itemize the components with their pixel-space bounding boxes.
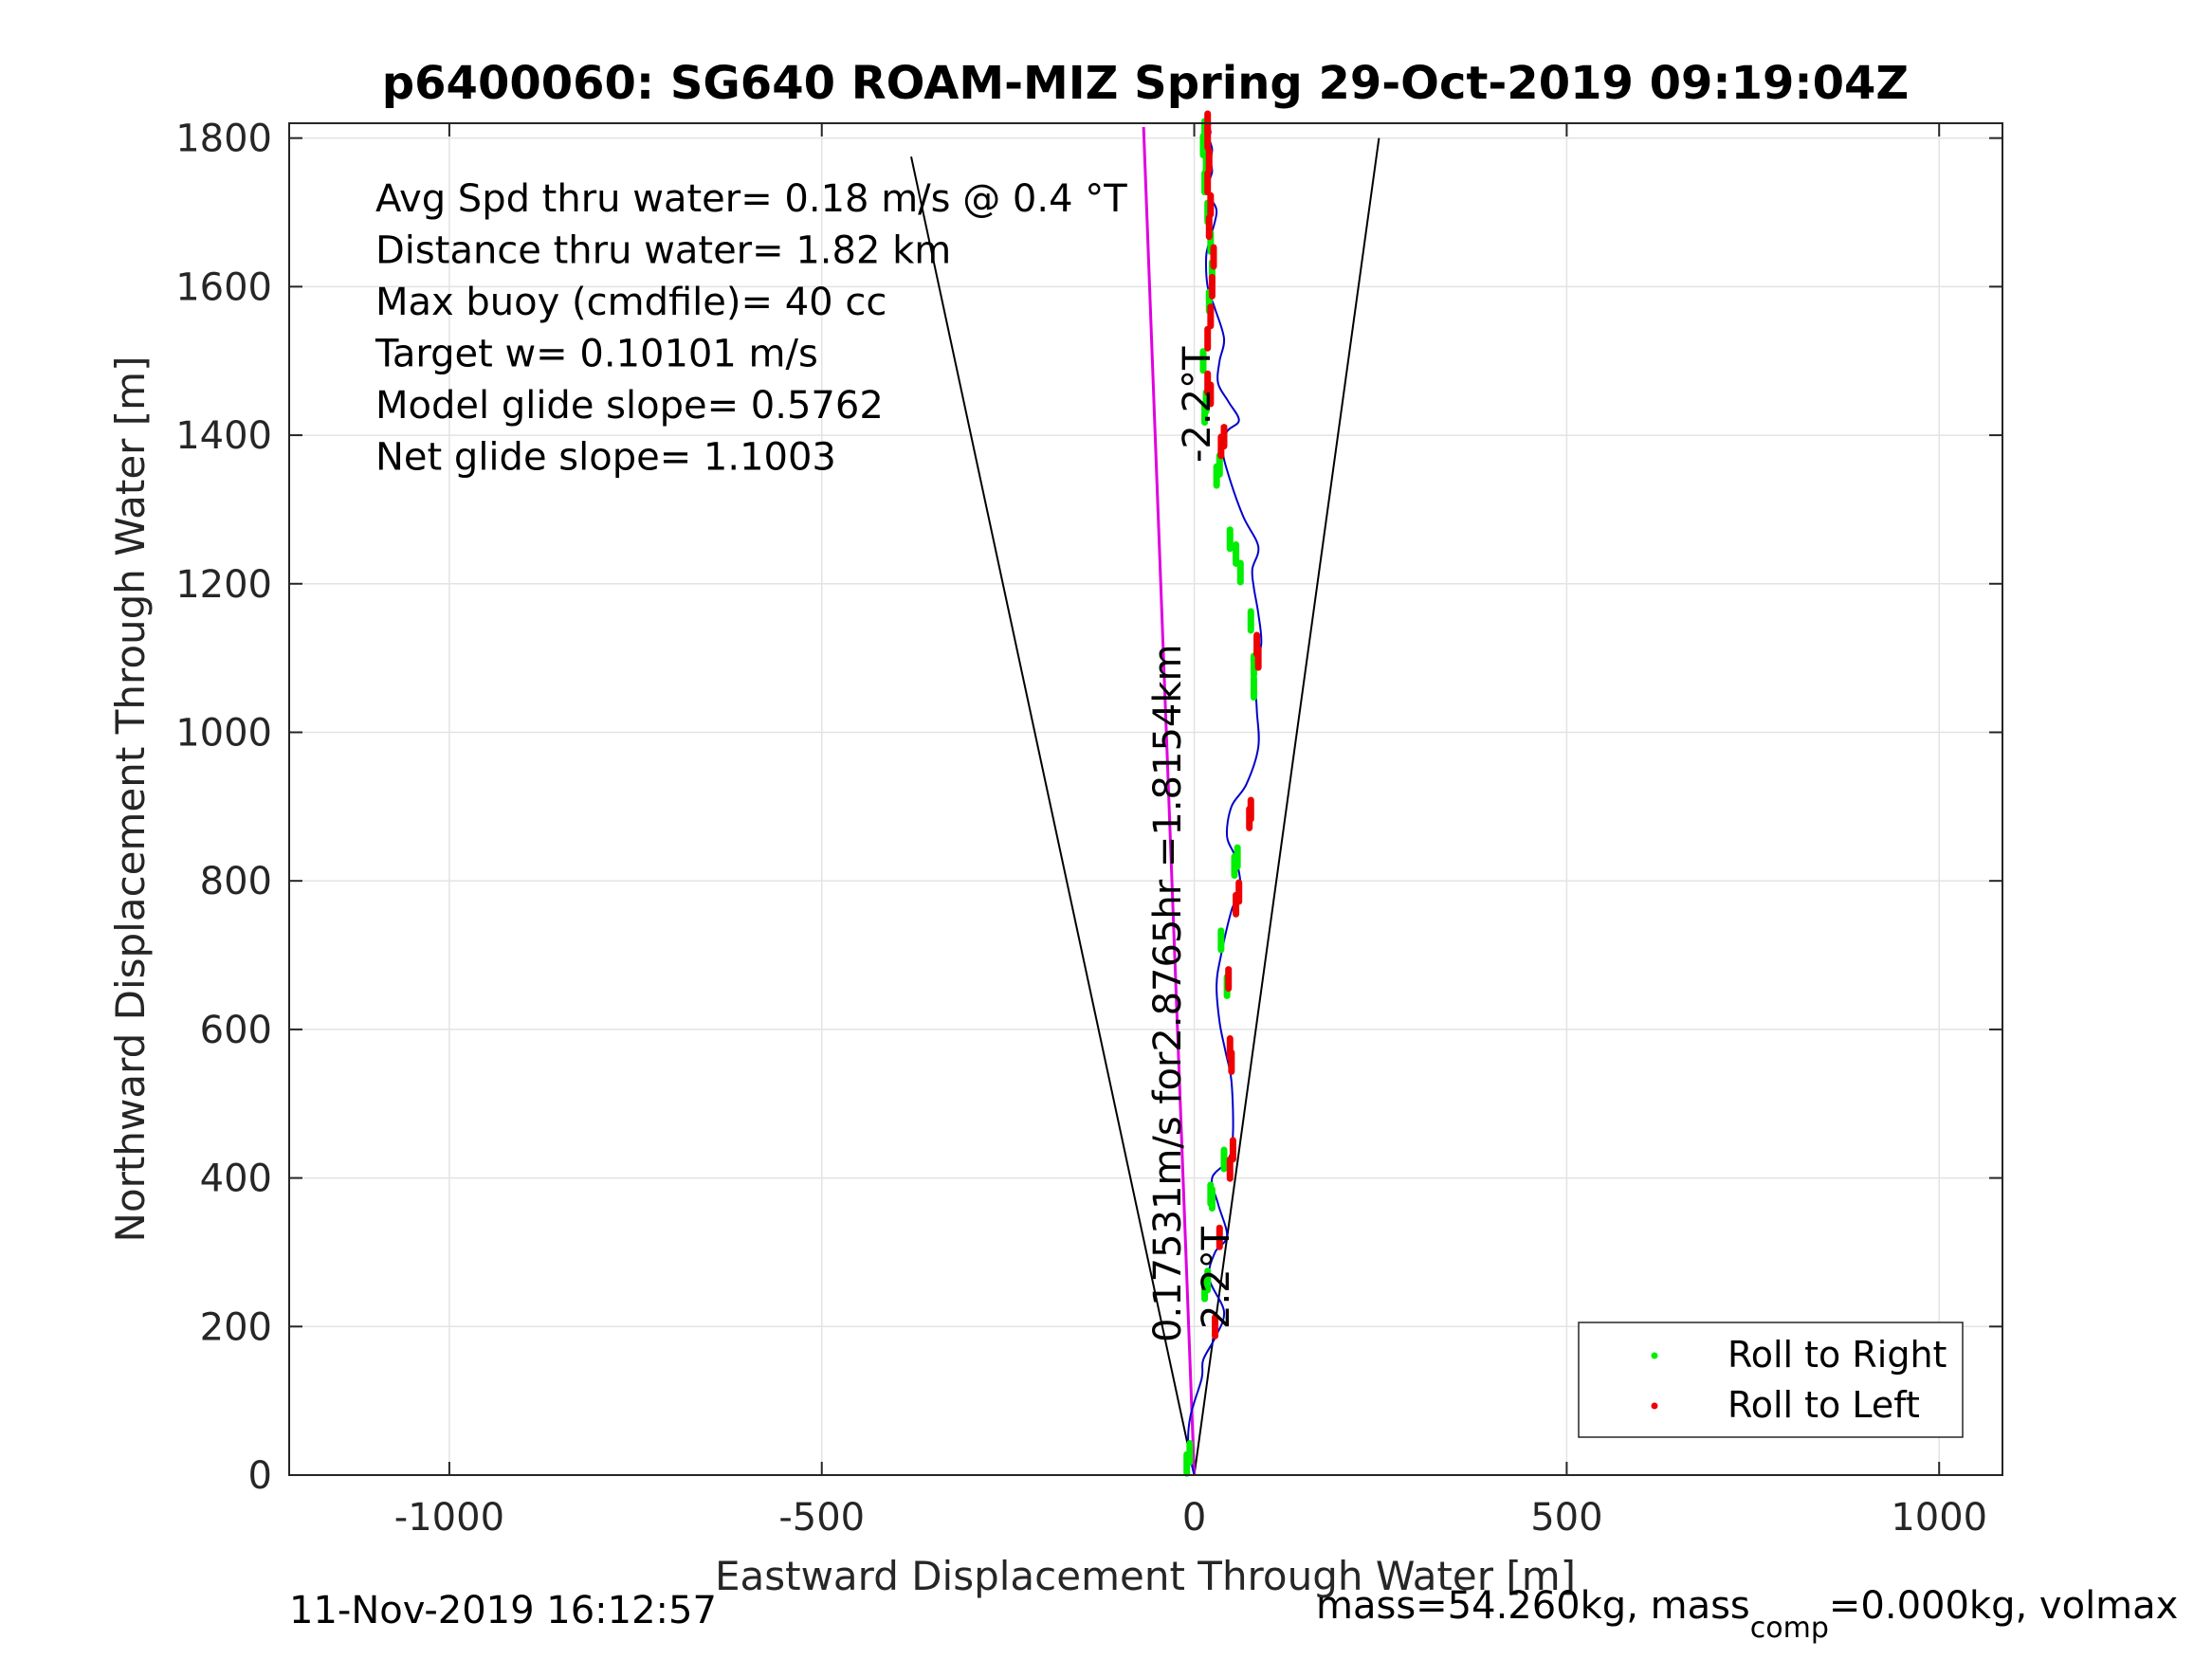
y-axis-label: Northward Displacement Through Water [m] — [107, 356, 154, 1243]
y-tick-label: 1400 — [175, 414, 272, 458]
x-tick-labels: -1000 -500 0 500 1000 — [394, 1496, 1987, 1540]
y-tick-label: 1000 — [175, 711, 272, 755]
footer-mass: mass=54.260kg, masscomp=0.000kg, volmax — [1316, 1584, 2178, 1645]
cone-line — [1193, 137, 1380, 1476]
footer-mass-main: mass=54.260kg, mass — [1316, 1584, 1750, 1628]
chart-title: p6400060: SG640 ROAM-MIZ Spring 29-Oct-2… — [382, 57, 1909, 110]
stats-line: Avg Spd thru water= 0.18 m/s @ 0.4 °T — [375, 177, 1127, 221]
x-tick-label: -500 — [778, 1496, 865, 1540]
cone-line — [910, 156, 1196, 1476]
footer-mass-subscript: comp — [1750, 1612, 1829, 1645]
x-tick-label: 500 — [1530, 1496, 1602, 1540]
y-tick-label: 0 — [248, 1454, 272, 1498]
stats-line: Model glide slope= 0.5762 — [375, 384, 884, 428]
y-tick-label: 600 — [200, 1009, 272, 1052]
footer-timestamp: 11-Nov-2019 16:12:57 — [289, 1589, 717, 1632]
y-tick-label: 400 — [200, 1158, 272, 1201]
net-line — [1142, 126, 1197, 1476]
legend-marker-roll-left — [1651, 1402, 1658, 1410]
stats-line: Net glide slope= 1.1003 — [375, 436, 836, 480]
legend-box — [1578, 1322, 1964, 1438]
x-tick-label: 1000 — [1891, 1496, 1987, 1540]
plot-frame — [288, 122, 2003, 1476]
y-tick-labels: 0 200 400 600 800 1000 1200 1400 1600 1800 — [175, 118, 272, 1498]
y-tick-label: 1200 — [175, 563, 272, 607]
net-line-label: 0.17531m/s for2.8765hr =1.8154km — [1146, 645, 1190, 1342]
stats-line: Target w= 0.10101 m/s — [375, 333, 818, 376]
heading-lower-label: 2.2°T — [1195, 1226, 1238, 1329]
roll-left-points — [1204, 110, 1262, 1340]
heading-cone — [910, 137, 1380, 1476]
net-displacement-line — [1142, 126, 1197, 1476]
y-tick-label: 200 — [200, 1305, 272, 1349]
legend: Roll to Right Roll to Left — [1578, 1322, 1964, 1438]
legend-marker-roll-right — [1651, 1352, 1658, 1359]
y-tick-label: 1800 — [175, 118, 272, 161]
legend-label-roll-left: Roll to Left — [1728, 1384, 1920, 1426]
x-axis-label: Eastward Displacement Through Water [m] — [715, 1553, 1576, 1599]
axis-ticks — [289, 123, 2002, 1476]
legend-label-roll-right: Roll to Right — [1728, 1334, 1947, 1376]
footer-mass-rest: =0.000kg, volmax — [1829, 1584, 2178, 1628]
stats-line: Distance thru water= 1.82 km — [375, 229, 951, 273]
x-tick-label: -1000 — [394, 1496, 504, 1540]
x-tick-label: 0 — [1182, 1496, 1206, 1540]
stats-line: Max buoy (cmdfile)= 40 cc — [375, 281, 887, 324]
heading-upper-label: -2.2°T — [1176, 346, 1219, 463]
y-tick-label: 800 — [200, 860, 272, 903]
y-tick-label: 1600 — [175, 265, 272, 309]
stats-annotation: Avg Spd thru water= 0.18 m/s @ 0.4 °T Dis… — [375, 177, 1127, 480]
